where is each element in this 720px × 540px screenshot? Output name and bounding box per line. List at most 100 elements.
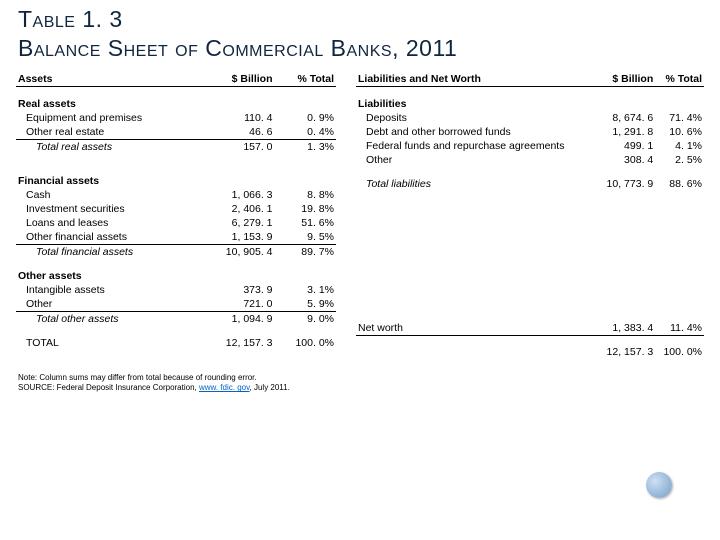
row-label: Loans and leases xyxy=(16,216,201,230)
title-block: Table 1. 3 Balance Sheet of Commercial B… xyxy=(0,0,720,62)
row-pct: 5. 9% xyxy=(275,297,336,312)
networth-value: 1, 383. 4 xyxy=(597,321,655,336)
row-pct: 0. 4% xyxy=(275,125,336,140)
row-value: 373. 9 xyxy=(201,283,274,297)
row-label: Total financial assets xyxy=(16,244,201,259)
row-pct: 2. 5% xyxy=(655,153,704,167)
row-pct: 8. 8% xyxy=(275,188,336,202)
row-pct: 1. 3% xyxy=(275,139,336,154)
spacer xyxy=(356,271,704,281)
note-line2: SOURCE: Federal Deposit Insurance Corpor… xyxy=(18,383,704,393)
table-row: Debt and other borrowed funds 1, 291. 8 … xyxy=(356,125,704,139)
row-label: Equipment and premises xyxy=(16,111,201,125)
row-pct: 71. 4% xyxy=(655,111,704,125)
row-value: 157. 0 xyxy=(201,139,274,154)
row-value: 1, 291. 8 xyxy=(597,125,655,139)
row-value: 2, 406. 1 xyxy=(201,202,274,216)
assets-table: Assets $ Billion % Total Real assets Equ… xyxy=(16,72,336,350)
note-line1: Note: Column sums may differ from total … xyxy=(18,373,704,383)
spacer xyxy=(16,164,336,174)
table-row: Other financial assets 1, 153. 9 9. 5% xyxy=(16,230,336,245)
header-pct: % Total xyxy=(275,72,336,87)
row-label: Other xyxy=(356,153,597,167)
networth-pct: 11. 4% xyxy=(655,321,704,336)
table-row: 12, 157. 3 100. 0% xyxy=(356,345,704,359)
liabilities-table: Liabilities and Net Worth $ Billion % To… xyxy=(356,72,704,359)
row-label: Total other assets xyxy=(16,311,201,326)
row-label: Investment securities xyxy=(16,202,201,216)
spacer xyxy=(356,221,704,231)
spacer xyxy=(356,231,704,241)
table-header: Liabilities and Net Worth $ Billion % To… xyxy=(356,72,704,87)
table-row: Intangible assets 373. 9 3. 1% xyxy=(16,283,336,297)
row-label: Total real assets xyxy=(16,139,201,154)
table-row: Other real estate 46. 6 0. 4% xyxy=(16,125,336,140)
table-row: Equipment and premises 110. 4 0. 9% xyxy=(16,111,336,125)
header-billion: $ Billion xyxy=(597,72,655,87)
note-post: , July 2011. xyxy=(250,383,290,392)
total-liab-value: 10, 773. 9 xyxy=(597,177,655,191)
source-link[interactable]: www. fdic. gov xyxy=(199,383,250,392)
section-heading: Other assets xyxy=(16,269,201,283)
row-pct: 89. 7% xyxy=(275,244,336,259)
spacer xyxy=(356,87,704,97)
table-row: Federal funds and repurchase agreements … xyxy=(356,139,704,153)
row-value: 1, 066. 3 xyxy=(201,188,274,202)
table-row: Total financial assets 10, 905. 4 89. 7% xyxy=(16,244,336,259)
row-pct: 10. 6% xyxy=(655,125,704,139)
row-label: Other xyxy=(16,297,201,312)
row-label: Cash xyxy=(16,188,201,202)
total-label: TOTAL xyxy=(16,336,201,350)
row-pct: 4. 1% xyxy=(655,139,704,153)
row-value: 721. 0 xyxy=(201,297,274,312)
row-pct: 9. 0% xyxy=(275,311,336,326)
table-row: Deposits 8, 674. 6 71. 4% xyxy=(356,111,704,125)
row-label: Other real estate xyxy=(16,125,201,140)
spacer xyxy=(356,301,704,311)
spacer xyxy=(356,335,704,345)
spacer xyxy=(356,167,704,177)
total-liab-label: Total liabilities xyxy=(356,177,597,191)
row-value: 1, 153. 9 xyxy=(201,230,274,245)
row-pct: 19. 8% xyxy=(275,202,336,216)
row-pct: 0. 9% xyxy=(275,111,336,125)
table-header: Assets $ Billion % Total xyxy=(16,72,336,87)
table-row: Other 308. 4 2. 5% xyxy=(356,153,704,167)
footnote: Note: Column sums may differ from total … xyxy=(0,365,720,394)
row-value: 8, 674. 6 xyxy=(597,111,655,125)
table-row: Total real assets 157. 0 1. 3% xyxy=(16,139,336,154)
table-row: Other 721. 0 5. 9% xyxy=(16,297,336,312)
total-value: 12, 157. 3 xyxy=(201,336,274,350)
spacer xyxy=(356,241,704,251)
spacer xyxy=(356,311,704,321)
final-pct: 100. 0% xyxy=(655,345,704,359)
table-row: TOTAL 12, 157. 3 100. 0% xyxy=(16,336,336,350)
row-value: 6, 279. 1 xyxy=(201,216,274,230)
row-label: Intangible assets xyxy=(16,283,201,297)
row-pct: 9. 5% xyxy=(275,230,336,245)
row-pct: 51. 6% xyxy=(275,216,336,230)
spacer xyxy=(356,191,704,201)
row-value: 10, 905. 4 xyxy=(201,244,274,259)
section-heading: Real assets xyxy=(16,97,201,111)
row-value: 46. 6 xyxy=(201,125,274,140)
table-row: Loans and leases 6, 279. 1 51. 6% xyxy=(16,216,336,230)
header-pct: % Total xyxy=(655,72,704,87)
row-value: 308. 4 xyxy=(597,153,655,167)
row-value: 1, 094. 9 xyxy=(201,311,274,326)
spacer xyxy=(356,211,704,221)
table-row: Total other assets 1, 094. 9 9. 0% xyxy=(16,311,336,326)
section-heading: Financial assets xyxy=(16,174,201,188)
title-line2: Balance Sheet of Commercial Banks, 2011 xyxy=(18,35,706,62)
content: Assets $ Billion % Total Real assets Equ… xyxy=(0,62,720,365)
table-row: Financial assets xyxy=(16,174,336,188)
spacer xyxy=(16,259,336,269)
total-pct: 100. 0% xyxy=(275,336,336,350)
table-row: Liabilities xyxy=(356,97,704,111)
total-liab-pct: 88. 6% xyxy=(655,177,704,191)
spacer xyxy=(356,201,704,211)
spacer xyxy=(16,154,336,164)
table-row: Net worth 1, 383. 4 11. 4% xyxy=(356,321,704,336)
assets-column: Assets $ Billion % Total Real assets Equ… xyxy=(16,72,336,359)
table-row: Investment securities 2, 406. 1 19. 8% xyxy=(16,202,336,216)
